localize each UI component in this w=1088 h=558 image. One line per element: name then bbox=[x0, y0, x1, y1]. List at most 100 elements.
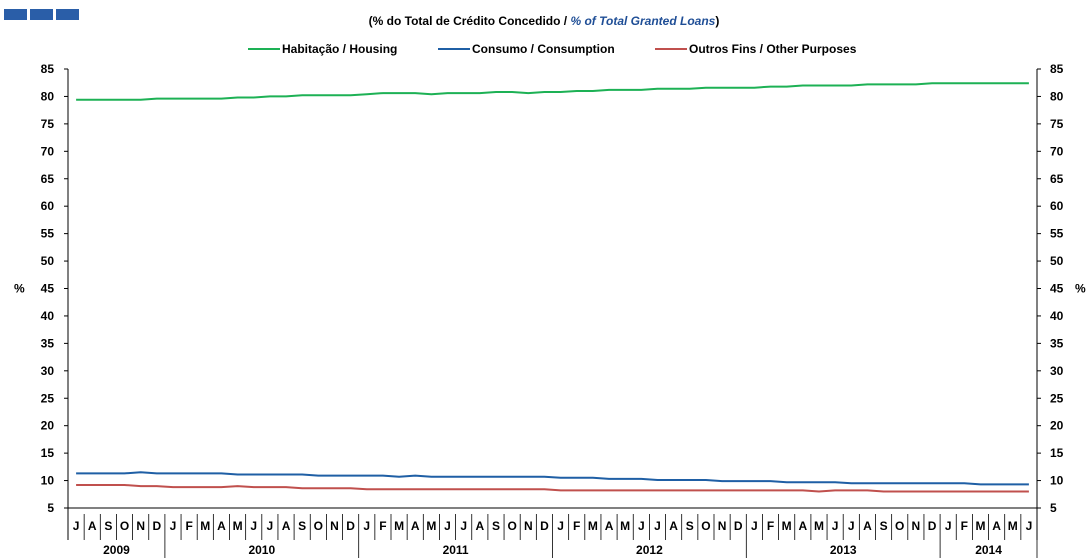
month-tick-label: A bbox=[863, 519, 872, 533]
month-tick-label: J bbox=[267, 519, 274, 533]
y-tick-label-right: 55 bbox=[1050, 227, 1064, 241]
month-tick-label: A bbox=[475, 519, 484, 533]
month-tick-label: S bbox=[492, 519, 500, 533]
y-tick-label-left: 50 bbox=[41, 254, 55, 268]
legend-label: Habitação / Housing bbox=[282, 42, 397, 56]
month-tick-label: D bbox=[152, 519, 161, 533]
month-tick-label: M bbox=[975, 519, 985, 533]
y-tick-label-left: 15 bbox=[41, 446, 55, 460]
chart-subtitle: (% do Total de Crédito Concedido / % of … bbox=[0, 14, 1088, 28]
month-tick-label: N bbox=[912, 519, 921, 533]
subtitle-close: ) bbox=[715, 14, 720, 28]
month-tick-label: A bbox=[411, 519, 420, 533]
month-tick-label: N bbox=[524, 519, 533, 533]
y-tick-label-right: 65 bbox=[1050, 172, 1064, 186]
y-tick-label-right: 70 bbox=[1050, 144, 1064, 158]
month-tick-label: J bbox=[848, 519, 855, 533]
y-tick-label-right: 85 bbox=[1050, 62, 1064, 76]
month-tick-label: J bbox=[363, 519, 370, 533]
y-tick-label-left: 60 bbox=[41, 199, 55, 213]
y-tick-label-right: 50 bbox=[1050, 254, 1064, 268]
year-tick-label: 2013 bbox=[830, 543, 857, 557]
month-tick-label: O bbox=[120, 519, 129, 533]
y-tick-label-left: 70 bbox=[41, 144, 55, 158]
month-tick-label: S bbox=[104, 519, 112, 533]
month-tick-label: J bbox=[832, 519, 839, 533]
month-tick-label: M bbox=[426, 519, 436, 533]
y-tick-label-left: 40 bbox=[41, 309, 55, 323]
month-tick-label: S bbox=[298, 519, 306, 533]
year-tick-label: 2011 bbox=[443, 543, 469, 557]
y-tick-label-left: 65 bbox=[41, 172, 55, 186]
logo-block bbox=[30, 9, 53, 20]
month-tick-label: S bbox=[880, 519, 888, 533]
legend-label: Outros Fins / Other Purposes bbox=[689, 42, 857, 56]
month-tick-label: F bbox=[961, 519, 968, 533]
y-tick-label-left: 25 bbox=[41, 391, 55, 405]
y-tick-label-left: 30 bbox=[41, 364, 55, 378]
month-tick-label: A bbox=[605, 519, 614, 533]
y-tick-label-right: 80 bbox=[1050, 89, 1064, 103]
series-line bbox=[76, 82, 1029, 101]
month-tick-label: J bbox=[638, 519, 645, 533]
y-tick-label-left: 20 bbox=[41, 419, 55, 433]
year-tick-label: 2012 bbox=[636, 543, 663, 557]
month-tick-label: J bbox=[1026, 519, 1033, 533]
chart-legend: Habitação / Housing Consumo / Consumption… bbox=[248, 42, 857, 56]
subtitle-en: % of Total Granted Loans bbox=[570, 14, 716, 28]
month-tick-label: N bbox=[718, 519, 727, 533]
series-line bbox=[76, 471, 1029, 486]
y-tick-label-left: 35 bbox=[41, 336, 55, 350]
month-tick-label: O bbox=[314, 519, 323, 533]
month-tick-label: J bbox=[444, 519, 451, 533]
y-tick-label-right: 40 bbox=[1050, 309, 1064, 323]
y-tick-label-right: 20 bbox=[1050, 419, 1064, 433]
y-tick-label-left: 75 bbox=[41, 117, 55, 131]
year-tick-label: 2009 bbox=[103, 543, 130, 557]
month-tick-label: M bbox=[620, 519, 630, 533]
y-tick-label-right: 10 bbox=[1050, 474, 1064, 488]
month-tick-label: M bbox=[394, 519, 404, 533]
y-axis-label-left: % bbox=[14, 282, 25, 296]
subtitle-pt: % do Total de Crédito Concedido / bbox=[372, 14, 571, 28]
month-tick-label: N bbox=[330, 519, 339, 533]
y-tick-label-left: 80 bbox=[41, 89, 55, 103]
y-tick-label-left: 85 bbox=[41, 62, 55, 76]
logo-block bbox=[4, 9, 27, 20]
month-tick-label: F bbox=[379, 519, 386, 533]
month-tick-label: J bbox=[460, 519, 467, 533]
y-tick-label-right: 45 bbox=[1050, 282, 1064, 296]
month-tick-label: M bbox=[233, 519, 243, 533]
month-tick-label: M bbox=[588, 519, 598, 533]
month-tick-label: J bbox=[170, 519, 177, 533]
y-tick-label-right: 25 bbox=[1050, 391, 1064, 405]
month-tick-label: M bbox=[1008, 519, 1018, 533]
month-tick-label: J bbox=[250, 519, 257, 533]
month-tick-label: O bbox=[507, 519, 516, 533]
y-tick-label-right: 75 bbox=[1050, 117, 1064, 131]
y-tick-label-right: 5 bbox=[1050, 501, 1057, 515]
y-tick-label-right: 60 bbox=[1050, 199, 1064, 213]
month-tick-label: A bbox=[798, 519, 807, 533]
month-tick-label: D bbox=[734, 519, 743, 533]
y-tick-label-right: 30 bbox=[1050, 364, 1064, 378]
logo-block bbox=[56, 9, 79, 20]
legend-label: Consumo / Consumption bbox=[472, 42, 615, 56]
month-tick-label: A bbox=[669, 519, 678, 533]
month-tick-label: M bbox=[782, 519, 792, 533]
subtitle-open: ( bbox=[368, 14, 373, 28]
y-axis-label-right: % bbox=[1075, 282, 1086, 296]
month-tick-label: F bbox=[185, 519, 192, 533]
y-tick-label-left: 10 bbox=[41, 474, 55, 488]
month-tick-label: O bbox=[895, 519, 904, 533]
month-tick-label: J bbox=[557, 519, 564, 533]
brand-logo bbox=[4, 9, 79, 20]
month-tick-label: M bbox=[200, 519, 210, 533]
month-tick-label: N bbox=[136, 519, 145, 533]
month-tick-label: A bbox=[282, 519, 291, 533]
month-tick-label: A bbox=[217, 519, 226, 533]
y-tick-label-right: 15 bbox=[1050, 446, 1064, 460]
month-tick-label: J bbox=[751, 519, 758, 533]
